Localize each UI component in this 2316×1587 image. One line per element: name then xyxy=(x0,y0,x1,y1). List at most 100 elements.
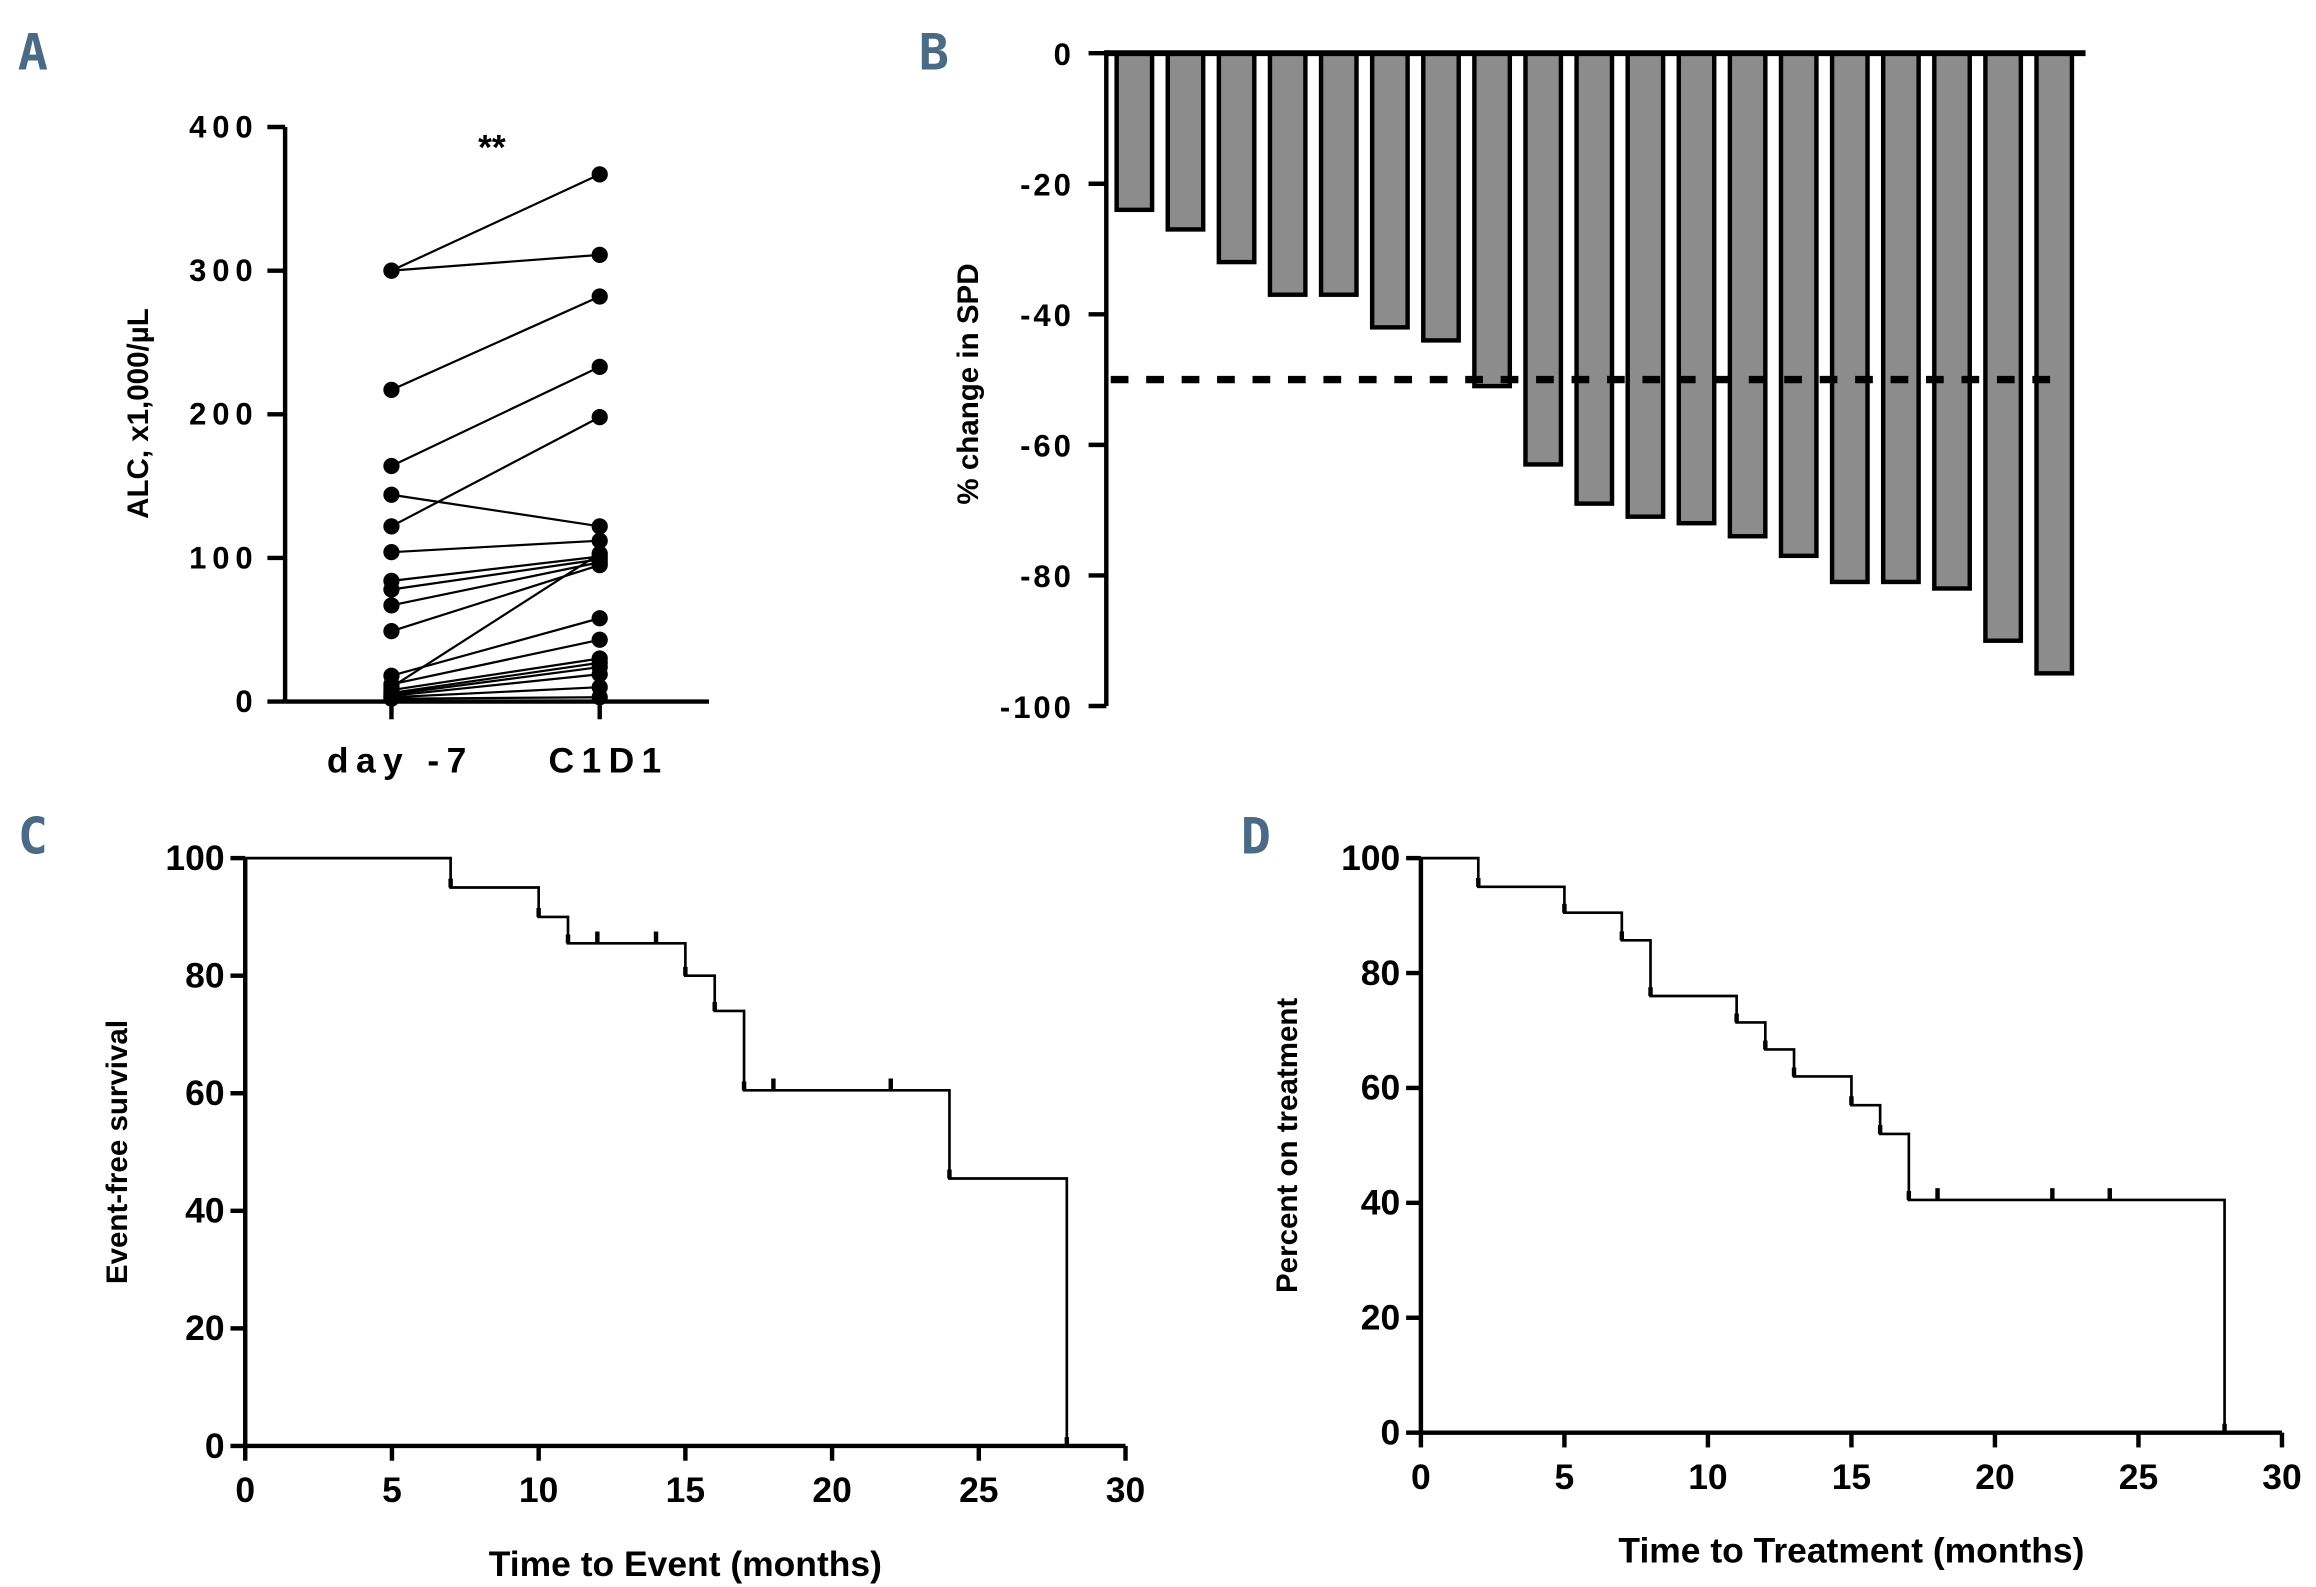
y-tick-label: 20 xyxy=(185,1308,224,1348)
data-point-day-7 xyxy=(383,381,400,398)
bar xyxy=(1727,50,1768,539)
y-tick-label: -20 xyxy=(1020,168,1074,203)
y-tick-label: 400 xyxy=(189,109,258,144)
pair-line xyxy=(391,661,600,695)
x-tick-label: 10 xyxy=(519,1470,558,1510)
panel-label-c: C xyxy=(18,807,48,866)
bar xyxy=(1114,50,1155,213)
bar xyxy=(1318,50,1359,297)
bar xyxy=(1267,50,1308,297)
y-tick-label: 40 xyxy=(1361,1183,1400,1223)
pair-line xyxy=(390,552,601,689)
y-tick-label: 100 xyxy=(1341,838,1400,878)
x-tick-label: 10 xyxy=(1688,1457,1727,1497)
data-point-day-7 xyxy=(383,581,400,598)
panel-d-chart: 0 20 40 60 80 100 0 5 10 15 20 25 30 Time to Treatmen… xyxy=(1271,838,2302,1571)
pair-line xyxy=(391,617,601,677)
data-point-day-7 xyxy=(383,623,400,640)
bar xyxy=(1472,50,1513,389)
data-point-c1d1 xyxy=(591,409,608,426)
panel-label-a: A xyxy=(18,22,48,81)
x-tick-label: 0 xyxy=(1411,1457,1431,1497)
x-tick-label: C1D1 xyxy=(548,740,668,780)
y-tick-label: 0 xyxy=(235,684,258,719)
data-point-day-7 xyxy=(383,457,400,475)
x-tick-label: 25 xyxy=(2119,1457,2158,1497)
bar xyxy=(1932,50,1972,591)
panel-c-chart: 0 20 40 60 80 100 0 5 10 15 20 25 30 Time to Event (m… xyxy=(101,838,1145,1584)
bar xyxy=(1574,50,1615,506)
bar xyxy=(2034,50,2075,676)
pair-line xyxy=(391,253,600,272)
pair-line xyxy=(391,295,601,391)
y-tick-label: 0 xyxy=(1381,1412,1401,1452)
y-tick-label: -60 xyxy=(1020,429,1074,464)
x-axis-label: Time to Treatment (months) xyxy=(1618,1531,2084,1571)
data-point-c1d1 xyxy=(591,689,608,706)
data-point-c1d1 xyxy=(591,631,608,648)
bar xyxy=(1829,50,1870,585)
pair-line xyxy=(391,673,600,697)
data-point-day-7 xyxy=(383,518,400,535)
data-point-c1d1 xyxy=(591,666,608,683)
y-axis-label: Event-free survival xyxy=(101,1020,134,1284)
data-point-c1d1 xyxy=(591,518,608,535)
pair-line xyxy=(391,561,600,607)
data-point-c1d1 xyxy=(591,166,608,183)
bar xyxy=(1216,50,1257,265)
pair-line xyxy=(390,365,601,467)
bar xyxy=(1523,50,1564,467)
y-tick-label: -100 xyxy=(1000,690,1074,725)
x-tick-label: 25 xyxy=(959,1470,998,1510)
x-tick-label: 5 xyxy=(1555,1457,1575,1497)
panel-label-d: D xyxy=(1241,807,1271,866)
pair-line xyxy=(391,493,600,528)
data-point-c1d1 xyxy=(591,358,608,376)
bar xyxy=(1369,50,1410,330)
data-point-day-7 xyxy=(383,690,400,707)
x-axis-label: Time to Event (months) xyxy=(489,1544,882,1584)
x-tick-label: 5 xyxy=(382,1470,402,1510)
bar xyxy=(1625,50,1666,519)
pair-line xyxy=(391,665,600,696)
x-tick-label: 20 xyxy=(812,1470,851,1510)
x-tick-label: 30 xyxy=(2262,1457,2301,1497)
pair-line xyxy=(391,686,600,699)
y-tick-label: 60 xyxy=(185,1073,224,1113)
pair-line xyxy=(390,173,601,272)
bar xyxy=(1421,50,1461,343)
data-point-day-7 xyxy=(383,544,400,561)
data-point-c1d1 xyxy=(591,610,608,627)
y-tick-label: 80 xyxy=(1361,953,1400,993)
y-tick-label: 40 xyxy=(185,1191,224,1231)
pair-line xyxy=(391,657,600,692)
y-tick-label: -80 xyxy=(1020,559,1074,594)
data-point-c1d1 xyxy=(591,545,608,562)
y-tick-label: 100 xyxy=(165,838,224,878)
y-axis-label: Percent on treatment xyxy=(1271,998,1304,1293)
bar xyxy=(1676,50,1717,526)
x-tick-label: 15 xyxy=(1832,1457,1871,1497)
data-point-c1d1 xyxy=(591,556,608,574)
pair-line xyxy=(390,416,601,528)
data-point-day-7 xyxy=(383,486,400,503)
panel-label-b: B xyxy=(919,22,949,81)
panel-a-chart: 0 100 200 300 400 day -7 C1D1 ** ALC, x1,000/µL xyxy=(122,109,710,780)
bar xyxy=(1983,50,2024,643)
panel-b-chart: 0 -20 -40 -60 -80 -100 % change in SPD xyxy=(952,37,2086,725)
y-tick-label: 0 xyxy=(1054,37,1074,72)
y-tick-label: 0 xyxy=(205,1426,225,1466)
pair-line xyxy=(391,638,600,686)
data-point-day-7 xyxy=(383,597,400,614)
data-point-c1d1 xyxy=(591,288,608,305)
data-point-c1d1 xyxy=(591,246,608,263)
x-tick-label: 0 xyxy=(235,1470,255,1510)
y-tick-label: 60 xyxy=(1361,1068,1400,1108)
y-axis-label: % change in SPD xyxy=(952,263,985,504)
pair-line xyxy=(391,555,600,583)
bar xyxy=(1880,50,1921,585)
pair-line xyxy=(391,539,600,554)
bar xyxy=(1778,50,1819,559)
y-tick-label: 80 xyxy=(185,955,224,995)
